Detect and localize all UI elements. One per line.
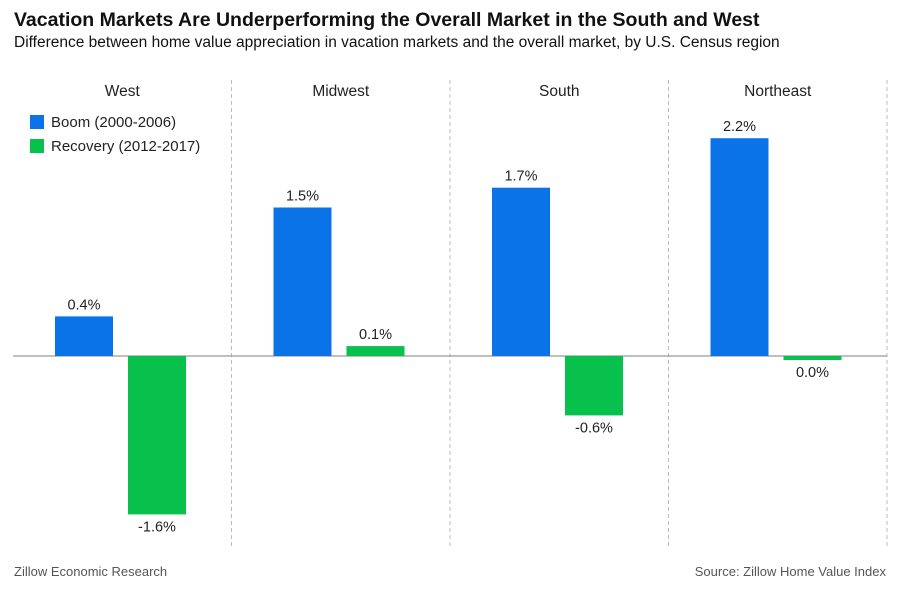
bar — [710, 138, 769, 356]
bar — [783, 356, 842, 360]
chart-title: Vacation Markets Are Underperforming the… — [14, 9, 760, 31]
footer-source: Source: Zillow Home Value Index — [694, 564, 886, 579]
data-label: -1.6% — [138, 519, 176, 535]
legend: Boom (2000-2006) Recovery (2012-2017) — [30, 110, 200, 158]
bar — [346, 346, 405, 356]
legend-swatch-boom — [30, 115, 44, 129]
data-label: -0.6% — [575, 420, 613, 436]
bar — [565, 356, 623, 416]
data-label: 1.5% — [286, 189, 319, 205]
panel-title: South — [539, 83, 580, 100]
legend-label-recovery: Recovery (2012-2017) — [51, 137, 201, 155]
data-label: 1.7% — [504, 169, 537, 185]
legend-item-recovery: Recovery (2012-2017) — [30, 134, 200, 158]
chart-subtitle: Difference between home value appreciati… — [14, 34, 780, 51]
legend-item-boom: Boom (2000-2006) — [30, 110, 200, 134]
footer-credit: Zillow Economic Research — [14, 564, 168, 579]
panel-title: Midwest — [312, 83, 370, 100]
data-label: 2.2% — [723, 119, 756, 135]
legend-label-boom: Boom (2000-2006) — [51, 113, 177, 131]
panel-title: West — [105, 83, 141, 100]
data-label: 0.1% — [359, 327, 392, 343]
data-label: 0.0% — [796, 365, 829, 381]
bar — [492, 187, 550, 356]
legend-swatch-recovery — [30, 139, 44, 153]
bar — [55, 316, 113, 356]
panel-title: Northeast — [744, 83, 812, 100]
data-label: 0.4% — [67, 297, 100, 313]
bar — [128, 356, 186, 515]
bar — [273, 207, 332, 356]
